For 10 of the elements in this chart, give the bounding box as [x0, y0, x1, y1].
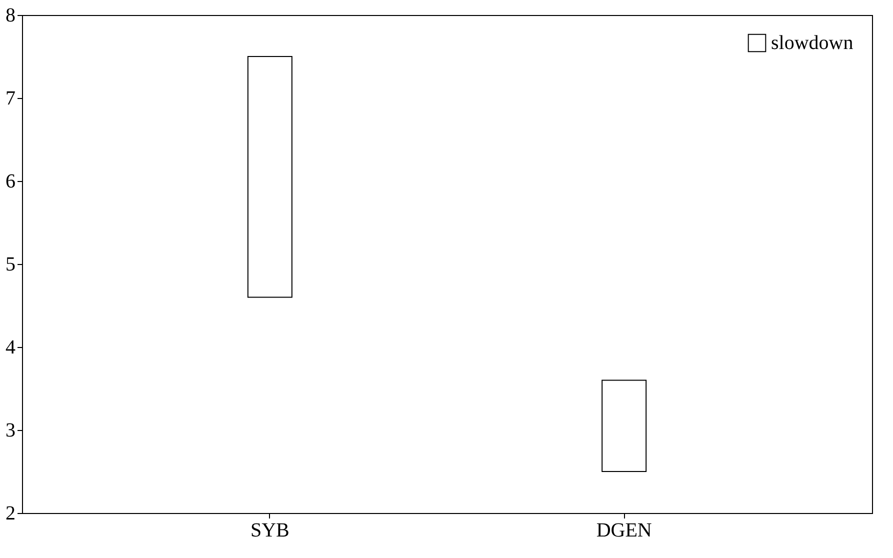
- y-tick-label: 8: [6, 4, 16, 26]
- x-tick-label: DGEN: [596, 520, 652, 542]
- y-tick-label: 6: [6, 170, 16, 192]
- y-tick-label: 7: [6, 88, 16, 110]
- legend-label: slowdown: [771, 32, 854, 54]
- y-tick-label: 2: [6, 502, 16, 524]
- y-tick-label: 5: [6, 254, 16, 276]
- x-tick-label: SYB: [250, 520, 290, 542]
- y-tick-label: 3: [6, 420, 16, 442]
- y-tick-label: 4: [6, 336, 16, 358]
